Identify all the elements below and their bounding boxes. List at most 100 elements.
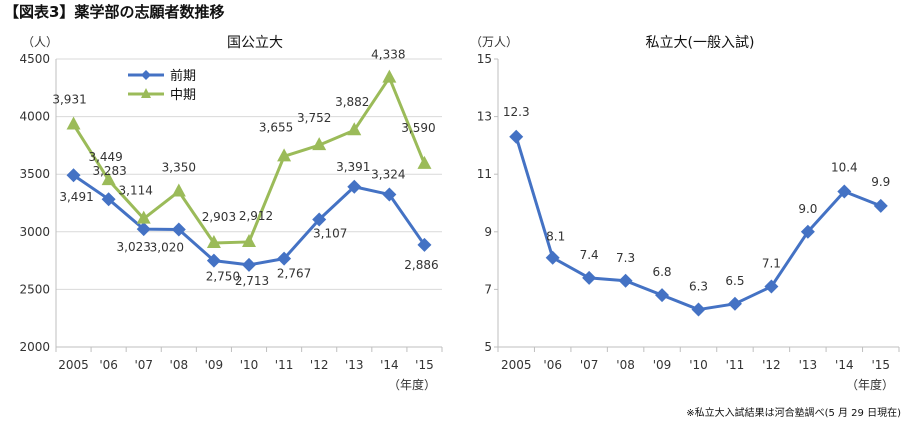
source-footnote: ※私立大入試結果は河合塾調べ(5 月 29 日現在): [686, 408, 901, 419]
data-point-marker: [312, 137, 327, 151]
x-tick-label: '13: [799, 358, 818, 372]
data-point-marker: [101, 192, 116, 207]
y-tick-label: 15: [477, 52, 492, 66]
data-point-marker: [764, 279, 779, 294]
data-label: 4,338: [371, 48, 405, 62]
y-tick-label: 2500: [19, 282, 50, 296]
x-tick-label: '06: [543, 358, 562, 372]
x-tick-label: '14: [835, 358, 854, 372]
y-tick-label: 3000: [19, 225, 50, 239]
data-point-marker: [312, 212, 327, 227]
x-tick-label: 2005: [501, 358, 532, 372]
y-tick-label: 4500: [19, 52, 50, 66]
data-label: 2,750: [206, 270, 240, 284]
data-label: 3,350: [162, 160, 196, 174]
x-tick-label: '07: [134, 358, 153, 372]
y-tick-label: 9: [484, 225, 492, 239]
data-point-marker: [727, 296, 742, 311]
data-label: 6.8: [652, 265, 671, 279]
public-university-chart: 国公立大 （人） （年度） 2000 2500 3000 3500 4000 4500 20…: [19, 35, 443, 392]
data-label: 2,886: [404, 258, 438, 272]
data-label: 3,931: [52, 93, 86, 107]
x-tick-label: '12: [762, 358, 781, 372]
x-tick-label: '09: [653, 358, 672, 372]
x-tick-label: '14: [380, 358, 399, 372]
x-axis-unit: （年度）: [388, 377, 436, 392]
data-point-marker: [382, 69, 397, 83]
data-point-marker: [800, 224, 815, 239]
data-label: 8.1: [546, 230, 565, 244]
data-label: 3,283: [92, 164, 126, 178]
data-label: 9.9: [871, 175, 890, 189]
data-point-marker: [655, 288, 670, 303]
y-axis-unit: （人）: [22, 35, 58, 49]
y-axis-unit: （万人）: [470, 35, 518, 49]
private-university-chart: 私立大(一般入試) （万人） （年度） 5 7 9 11 13 15 2005 '06 '07 '…: [470, 35, 900, 392]
data-label: 6.3: [689, 280, 708, 294]
data-label: 2,912: [239, 209, 273, 223]
y-tick-label: 2000: [19, 340, 50, 354]
data-point-marker: [136, 210, 151, 224]
data-label: 3,655: [259, 120, 293, 134]
x-tick-label: '15: [415, 358, 434, 372]
data-point-marker: [206, 253, 221, 268]
x-tick-label: '08: [170, 358, 189, 372]
data-label: 3,590: [401, 121, 435, 135]
legend-label: 前期: [170, 68, 196, 84]
legend-label: 中期: [170, 88, 196, 103]
chart-title: 国公立大: [227, 35, 283, 51]
data-label: 3,449: [88, 150, 122, 164]
data-point-marker: [277, 148, 292, 162]
x-tick-label: '10: [240, 358, 259, 372]
x-tick-label: 2005: [58, 358, 89, 372]
page-title: 【図表3】薬学部の志願者数推移: [4, 3, 225, 21]
y-tick-label: 13: [477, 110, 492, 124]
data-label: 10.4: [831, 160, 858, 174]
data-point-marker: [837, 184, 852, 199]
x-tick-label: '09: [205, 358, 224, 372]
legend-marker: [141, 88, 151, 98]
x-tick-label: '15: [871, 358, 890, 372]
data-label: 2,903: [202, 210, 236, 224]
data-label: 3,107: [313, 226, 347, 240]
data-label: 3,752: [297, 111, 331, 125]
data-point-marker: [136, 222, 151, 237]
x-axis-unit: （年度）: [846, 377, 894, 392]
x-tick-label: '12: [310, 358, 329, 372]
y-tick-label: 4000: [19, 110, 50, 124]
data-label: 2,767: [277, 267, 311, 281]
data-label: 12.3: [503, 105, 530, 119]
chart-title: 私立大(一般入試): [646, 35, 755, 51]
data-point-marker: [66, 116, 81, 130]
data-label: 7.3: [616, 251, 635, 265]
y-tick-label: 5: [484, 340, 492, 354]
y-tick-label: 7: [484, 282, 492, 296]
data-label: 7.4: [580, 248, 599, 262]
data-label: 3,882: [335, 95, 369, 109]
data-point-marker: [242, 233, 256, 247]
x-tick-label: '08: [616, 358, 635, 372]
data-point-marker: [171, 222, 186, 237]
data-point-marker: [691, 302, 706, 317]
x-tick-label: '06: [99, 358, 118, 372]
legend-marker: [141, 70, 151, 80]
y-tick-label: 3500: [19, 167, 50, 181]
x-tick-label: '07: [580, 358, 599, 372]
data-point-marker: [582, 270, 597, 285]
data-point-marker: [347, 122, 362, 136]
data-label: 3,491: [59, 190, 93, 204]
x-tick-label: '13: [345, 358, 364, 372]
data-point-marker: [873, 198, 888, 213]
data-label: 3,324: [371, 167, 405, 181]
data-label: 3,020: [150, 240, 184, 254]
x-tick-label: '11: [726, 358, 745, 372]
data-point-marker: [347, 179, 362, 194]
data-point-marker: [101, 172, 116, 186]
data-label: 7.1: [762, 257, 781, 271]
data-point-marker: [545, 250, 560, 265]
data-point-marker: [618, 273, 633, 288]
data-label: 3,114: [119, 184, 153, 198]
data-point-marker: [206, 234, 221, 248]
data-point-marker: [66, 168, 81, 183]
data-label: 3,391: [336, 160, 370, 174]
